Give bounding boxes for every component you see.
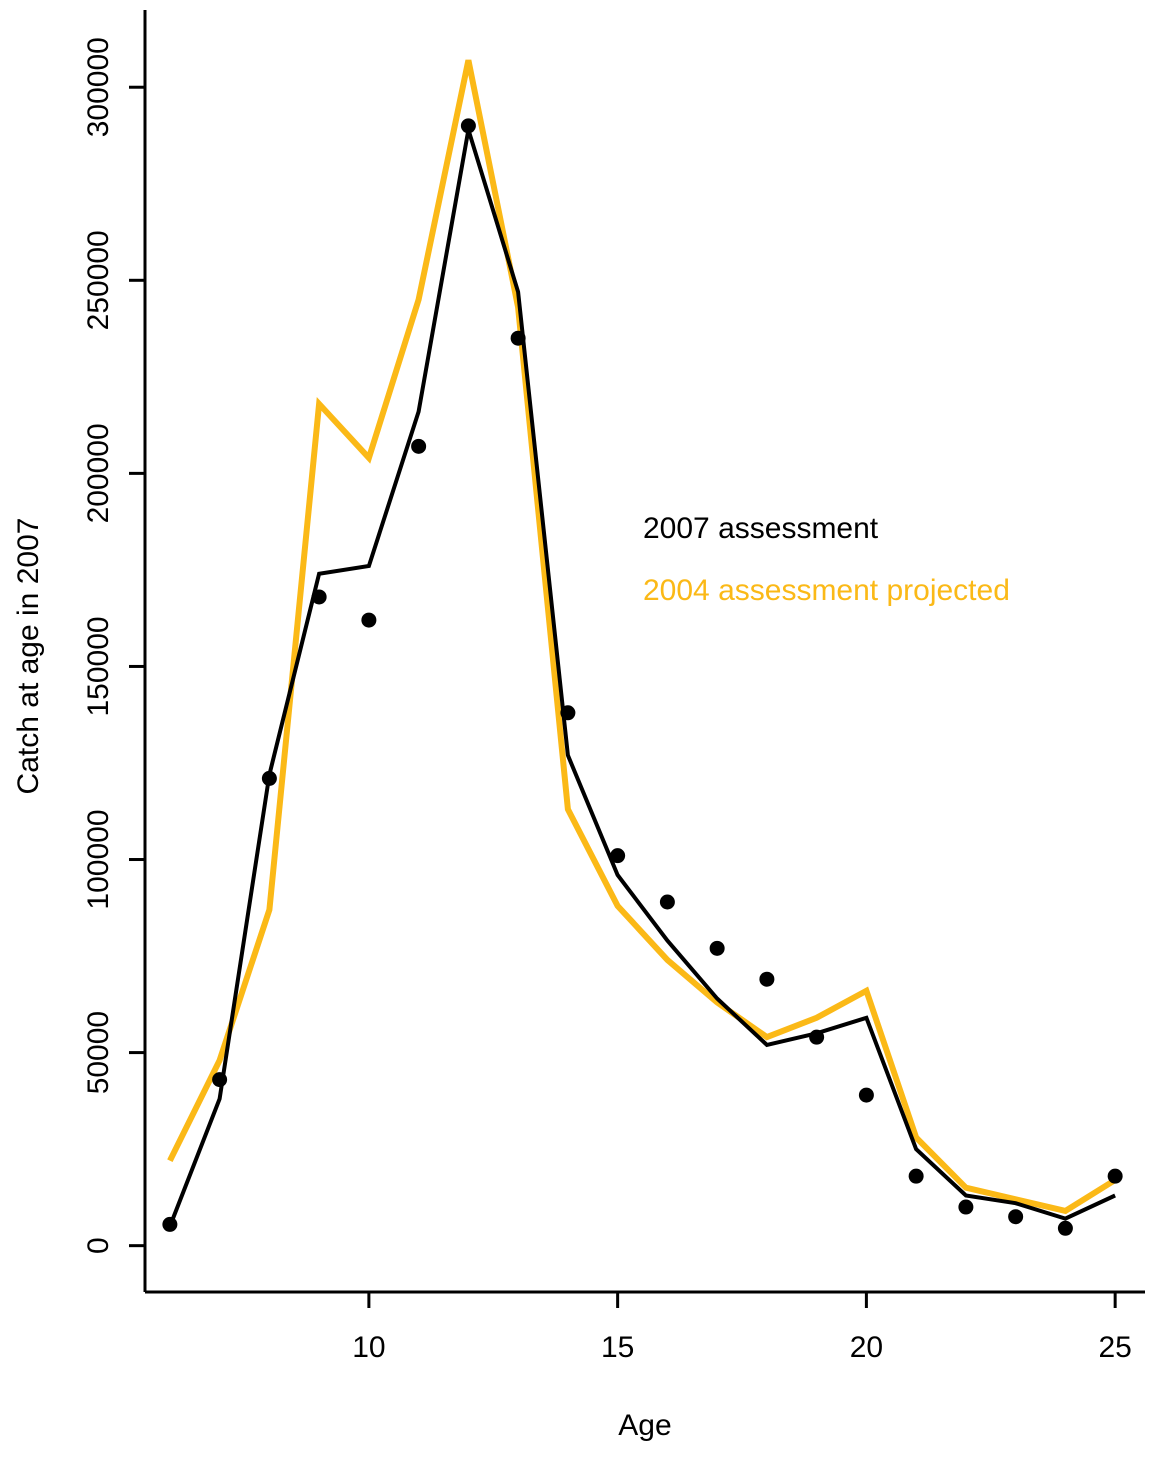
- observed-point: [610, 848, 626, 864]
- y-tick-label: 0: [82, 1237, 115, 1254]
- observed-point: [858, 1087, 874, 1103]
- y-tick-label: 150000: [82, 616, 115, 716]
- observed-point: [1057, 1220, 1073, 1236]
- observed-point: [560, 705, 576, 721]
- series-line-2007-assessment: [168, 129, 1116, 1228]
- legend-item-2007-assessment: 2007 assessment: [643, 512, 879, 545]
- y-tick-label: 300000: [82, 37, 115, 137]
- observed-point: [261, 770, 277, 786]
- x-tick-label: 15: [601, 1331, 634, 1364]
- points-layer: [162, 118, 1123, 1236]
- x-tick-label: 20: [850, 1331, 883, 1364]
- observed-point: [460, 118, 476, 134]
- series-line-2004-assessment-projected: [167, 59, 1117, 1215]
- x-tick-label: 25: [1098, 1331, 1131, 1364]
- observed-point: [1008, 1209, 1024, 1225]
- observed-point: [212, 1072, 228, 1088]
- observed-point: [809, 1029, 825, 1045]
- observed-point: [162, 1216, 178, 1232]
- series-layer: [167, 59, 1117, 1228]
- y-tick-label: 200000: [82, 423, 115, 523]
- observed-point: [908, 1168, 924, 1184]
- observed-point: [709, 940, 725, 956]
- y-tick-label: 250000: [82, 230, 115, 330]
- observed-point: [411, 438, 427, 454]
- observed-point: [958, 1199, 974, 1215]
- observed-point: [759, 971, 775, 987]
- observed-point: [311, 589, 327, 605]
- y-axis-title: Catch at age in 2007: [12, 518, 45, 795]
- observed-point: [361, 612, 377, 628]
- observed-point: [1107, 1168, 1123, 1184]
- observed-point: [510, 330, 526, 346]
- observed-point: [659, 894, 675, 910]
- x-tick-label: 10: [352, 1331, 385, 1364]
- x-axis-title: Age: [618, 1409, 671, 1442]
- axes: 10 15 20 25 0 50000 100000 150000 200000 250000 30…: [82, 10, 1145, 1364]
- y-tick-label: 50000: [82, 1011, 115, 1094]
- y-tick-label: 100000: [82, 809, 115, 909]
- legend-item-2004-assessment-projected: 2004 assessment projected: [643, 574, 1010, 607]
